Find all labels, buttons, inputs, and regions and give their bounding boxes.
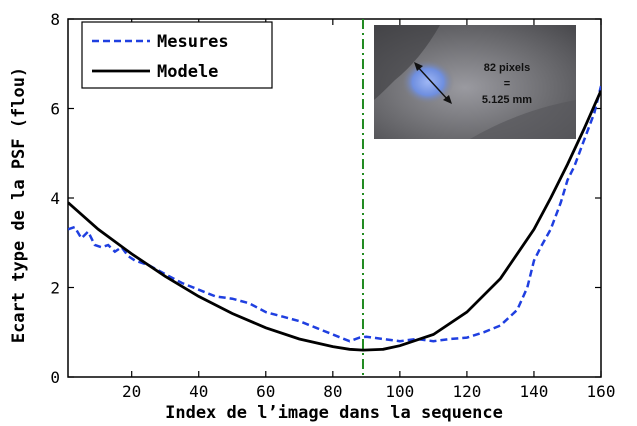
inset-annotation-line-1: 82 pixels: [484, 62, 530, 74]
y-tick-label: 8: [50, 10, 60, 29]
x-tick-label: 140: [520, 382, 549, 401]
x-tick-label: 80: [323, 382, 342, 401]
legend-label-mesures: Mesures: [157, 32, 229, 52]
inset-image: 82 pixels = 5.125 mm: [374, 25, 576, 139]
series-line-mesures: [68, 85, 601, 343]
x-axis: 20 40 60 80 100 120 140 160: [122, 19, 615, 401]
x-tick-label: 20: [122, 382, 141, 401]
inset-measure-arrow: [415, 64, 450, 102]
x-tick-label: 120: [452, 382, 481, 401]
inset-annotation-line-2: =: [504, 78, 510, 90]
y-tick-label: 6: [50, 100, 60, 119]
inset-annotation-line-3: 5.125 mm: [482, 94, 532, 106]
inset-photo-dark-region: [374, 25, 440, 100]
legend-box: [81, 21, 273, 89]
x-tick-label: 160: [587, 382, 616, 401]
x-axis-label: Index de l’image dans la sequence: [165, 403, 503, 423]
x-tick-label: 40: [189, 382, 208, 401]
inset-arrowhead-bottom: [443, 95, 452, 104]
legend-label-modele: Modele: [157, 62, 218, 82]
legend: Mesures Modele: [81, 21, 273, 89]
x-tick-label: 100: [385, 382, 414, 401]
inset-arrowhead-top: [414, 62, 423, 71]
y-axis-label: Ecart type de la PSF (flou): [9, 67, 29, 343]
inset-photo-lower-shade: [470, 100, 576, 139]
series-line-modele: [68, 90, 601, 352]
y-tick-label: 4: [50, 189, 60, 208]
y-tick-label: 0: [50, 368, 60, 387]
y-tick-label: 2: [50, 279, 60, 298]
x-tick-label: 60: [256, 382, 275, 401]
